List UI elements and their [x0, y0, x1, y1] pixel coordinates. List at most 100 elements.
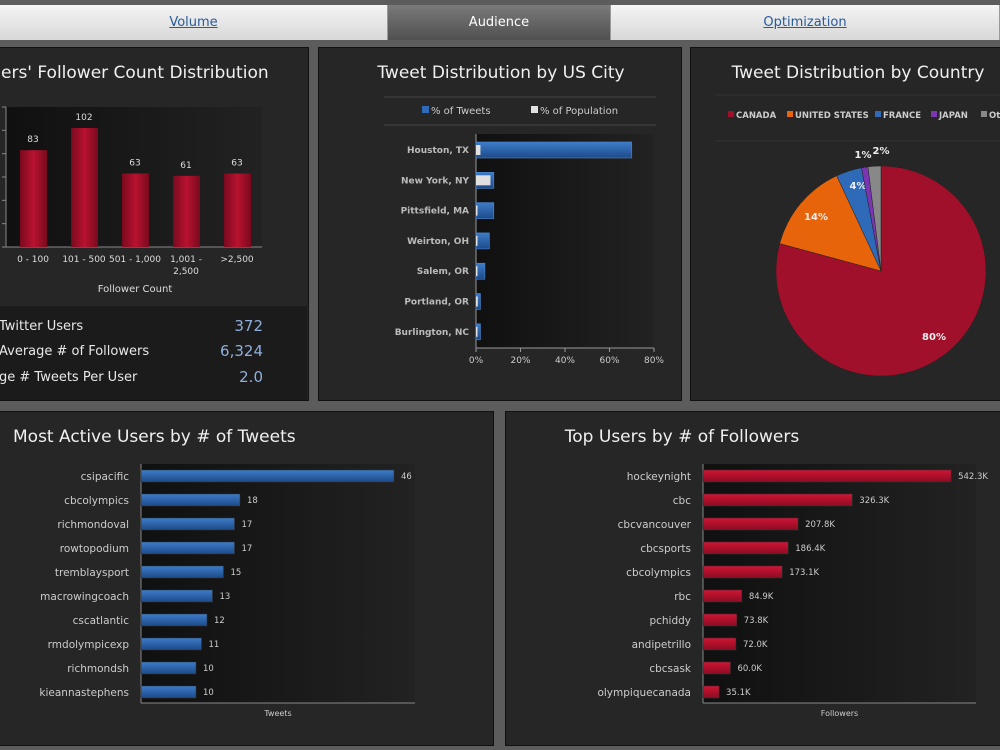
bar	[140, 469, 395, 483]
y-tick-label: hockeynight	[627, 471, 691, 483]
y-tick-label: Weirton, OH	[407, 237, 469, 247]
bar	[140, 685, 197, 699]
bar	[702, 469, 952, 483]
x-axis-title: Tweets	[263, 709, 291, 718]
x-axis-title: Followers	[821, 709, 858, 718]
x-tick-label: 101 - 500	[62, 255, 106, 265]
legend-label: % of Tweets	[431, 106, 491, 117]
data-label: 83	[27, 135, 38, 145]
data-label: 13	[220, 592, 231, 602]
y-tick-label: rmdolympicexp	[48, 639, 130, 651]
country-panel: Tweet Distribution by Country CANADA UNIT…	[690, 47, 1000, 401]
data-label: 73.8K	[744, 616, 769, 626]
bar	[140, 589, 213, 603]
data-label: 63	[231, 159, 242, 169]
bar	[140, 661, 197, 675]
tab-bar: Volume Audience Optimization	[0, 5, 1000, 40]
bar-tweets	[475, 202, 495, 219]
bar-population	[476, 175, 491, 186]
top-followers-chart: 542.3K hockeynight 326.3K cbc 207.8K cbcvanco…	[597, 464, 988, 718]
legend-swatch	[422, 106, 429, 113]
legend-swatch	[875, 111, 881, 117]
bar	[702, 685, 720, 699]
panel-title: ers' Follower Count Distribution	[1, 63, 269, 83]
bar	[140, 613, 208, 627]
data-label: 2%	[873, 146, 890, 157]
y-tick-label: csipacific	[81, 471, 130, 483]
data-label: 63	[129, 159, 140, 169]
y-tick-label: cbcolympics	[626, 567, 691, 579]
y-tick-label: cbcsask	[649, 663, 692, 675]
active-users-chart: 46 csipacific 18 cbcolympics 17 richmondoval 1…	[39, 464, 415, 718]
data-label: 80%	[922, 332, 946, 343]
stat-value: 372	[234, 317, 263, 335]
pie-slice	[867, 165, 882, 272]
y-tick-label: rbc	[674, 591, 691, 603]
bar	[702, 517, 799, 531]
city-panel: Tweet Distribution by US City % of Tweet…	[318, 47, 682, 401]
stats-section: Twitter Users 372 Average # of Followers 6…	[0, 306, 307, 400]
data-label: 35.1K	[726, 688, 751, 698]
data-label: 46	[401, 472, 412, 482]
follower-distribution-chart: 83 0 - 100 102 101 - 500 63 501 - 1,000 61 1,00…	[2, 106, 262, 295]
x-tick-label: 1,001 -	[170, 255, 202, 265]
stat-row: Twitter Users 372	[0, 317, 269, 335]
bar	[71, 128, 98, 247]
stat-value: 2.0	[239, 368, 263, 386]
y-tick-label: cbcvancouver	[618, 519, 692, 531]
bar-tweets	[475, 232, 490, 250]
bar	[702, 589, 743, 603]
x-tick-label: 0 - 100	[17, 255, 49, 265]
active-users-panel: Most Active Users by # of Tweets 46 csipa…	[0, 411, 494, 746]
legend-swatch	[531, 106, 538, 113]
y-tick-label: pchiddy	[649, 615, 691, 627]
pie-slice	[779, 175, 882, 272]
data-label: 173.1K	[789, 568, 819, 578]
y-tick-label: tremblaysport	[55, 567, 129, 579]
data-label: 60.0K	[737, 664, 762, 674]
stat-label: ge # Tweets Per User	[0, 370, 138, 385]
x-tick-label: 80%	[644, 356, 664, 366]
y-tick-label: Pittsfield, MA	[401, 207, 469, 217]
legend-label: FRANCE	[883, 111, 921, 121]
bar	[702, 661, 731, 675]
stat-value: 6,324	[220, 342, 263, 360]
data-label: 12	[214, 616, 225, 626]
data-label: 17	[242, 544, 253, 554]
data-label: 14%	[804, 212, 828, 223]
bar	[173, 175, 200, 247]
x-axis-title: Follower Count	[98, 284, 173, 295]
data-label: 1%	[855, 150, 872, 161]
bar	[140, 637, 202, 651]
bar	[20, 150, 47, 247]
panel-title: Most Active Users by # of Tweets	[13, 427, 296, 447]
data-label: 102	[75, 113, 92, 123]
bar-tweets	[475, 141, 633, 159]
bar	[702, 493, 853, 507]
legend-label: JAPAN	[938, 111, 968, 121]
data-label: 61	[180, 161, 191, 171]
bar	[140, 493, 241, 507]
tab-volume[interactable]: Volume	[0, 5, 388, 40]
data-label: 326.3K	[859, 496, 889, 506]
y-tick-label: cscatlantic	[73, 615, 130, 627]
data-label: 542.3K	[958, 472, 988, 482]
bar	[702, 565, 783, 579]
y-tick-label: cbcolympics	[64, 495, 129, 507]
data-label: 10	[203, 664, 214, 674]
tab-audience[interactable]: Audience	[388, 5, 611, 40]
x-tick-label: 20%	[510, 356, 530, 366]
x-tick-label: 0%	[469, 356, 484, 366]
city-chart: % of Tweets % of Population 0% 20% 40% 60% 80%…	[384, 96, 664, 366]
legend-swatch	[931, 111, 937, 117]
tab-optimization[interactable]: Optimization	[611, 5, 1000, 40]
legend-swatch	[728, 111, 734, 117]
panel-title: Top Users by # of Followers	[564, 427, 800, 447]
legend-label: Ot	[989, 111, 1000, 121]
stat-label: Average # of Followers	[0, 344, 150, 359]
bar	[702, 541, 789, 555]
bar-population	[476, 145, 481, 155]
bar	[140, 517, 235, 531]
y-tick-label: Burlington, NC	[395, 328, 470, 338]
bar	[702, 637, 737, 651]
